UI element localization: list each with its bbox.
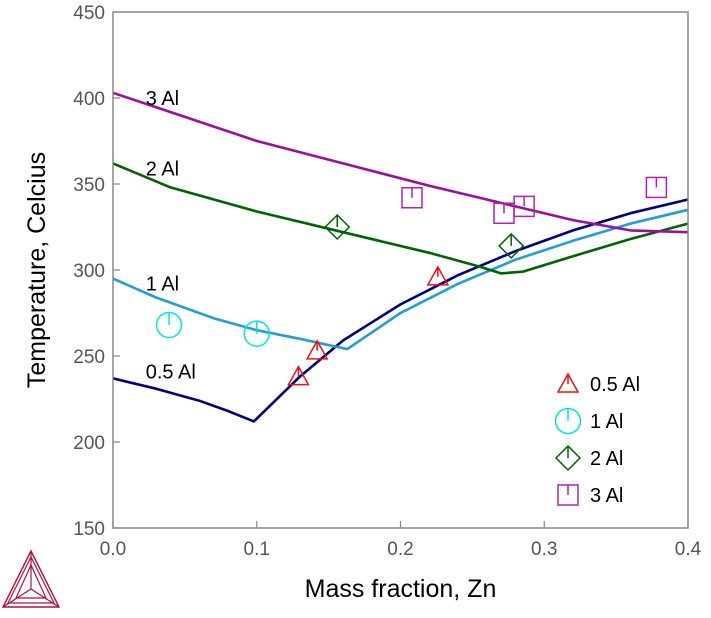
x-tick-label: 0.0 xyxy=(100,539,126,560)
curve-label: 3 Al xyxy=(146,88,179,110)
data-point xyxy=(243,320,270,347)
data-point xyxy=(645,176,668,199)
plot-lines xyxy=(112,91,689,423)
data-point xyxy=(305,339,329,360)
x-tick-label: 0.4 xyxy=(675,539,702,560)
y-tick-label: 400 xyxy=(73,89,105,110)
series-line xyxy=(112,162,689,275)
thermo-calc-logo-icon xyxy=(1,549,61,608)
series-line xyxy=(112,91,689,234)
data-point xyxy=(287,365,310,386)
y-tick-label: 250 xyxy=(73,347,105,368)
series-line xyxy=(112,198,689,423)
x-axis-title: Mass fraction, Zn xyxy=(305,575,497,603)
legend-marker xyxy=(557,484,579,506)
data-point xyxy=(401,187,423,209)
legend-label: 3 Al xyxy=(590,485,623,507)
y-axis-title: Temperature, Celcius xyxy=(23,152,51,388)
legend-marker xyxy=(554,407,582,435)
data-point xyxy=(155,311,183,339)
series-line xyxy=(112,208,689,351)
x-tick-label: 0.2 xyxy=(387,539,413,560)
x-tick-label: 0.3 xyxy=(531,539,557,560)
legend: 0.5 Al 1 Al 2 Al 3 Al xyxy=(554,372,640,507)
legend-label: 0.5 Al xyxy=(590,374,640,396)
data-point xyxy=(324,213,351,241)
tick-labels: 0.0 0.1 0.2 0.3 0.4 150 200 250 300 350 400 450 xyxy=(73,3,701,560)
y-tick-label: 350 xyxy=(73,175,105,196)
legend-marker xyxy=(556,372,580,393)
plot-markers xyxy=(155,176,668,386)
legend-label: 2 Al xyxy=(590,448,623,470)
data-point xyxy=(498,232,525,259)
curve-label: 1 Al xyxy=(146,274,179,296)
y-tick-label: 150 xyxy=(73,519,105,540)
data-point xyxy=(513,195,535,218)
axis-ticks xyxy=(112,11,689,529)
curve-labels: 0.5 Al 1 Al 2 Al 3 Al xyxy=(146,88,196,383)
x-tick-label: 0.1 xyxy=(244,539,270,560)
curve-label: 2 Al xyxy=(146,158,179,180)
curve-label: 0.5 Al xyxy=(146,361,196,383)
legend-marker xyxy=(554,444,582,472)
y-tick-label: 450 xyxy=(73,3,105,24)
y-tick-label: 300 xyxy=(73,261,105,282)
y-tick-label: 200 xyxy=(73,433,105,454)
data-point xyxy=(426,265,450,286)
legend-label: 1 Al xyxy=(590,411,623,433)
